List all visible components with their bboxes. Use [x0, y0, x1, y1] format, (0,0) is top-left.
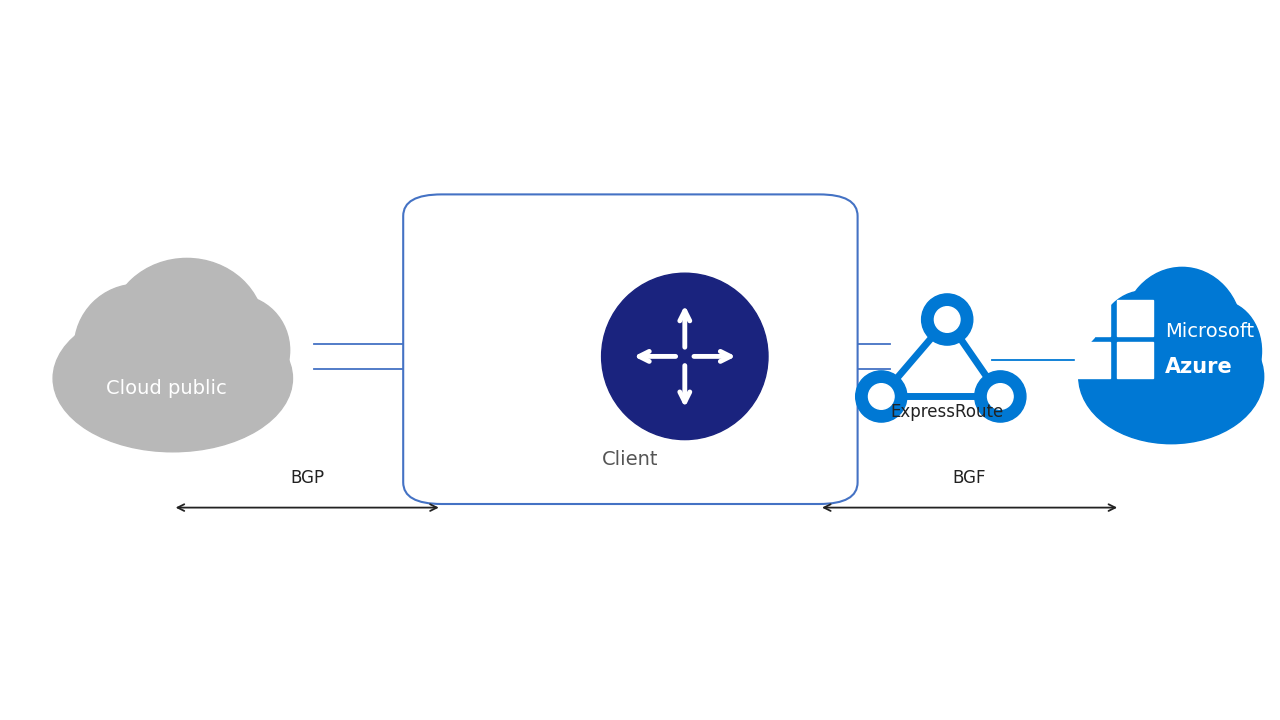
Text: BGP: BGP [291, 469, 324, 487]
Text: Azure: Azure [1165, 357, 1233, 377]
Ellipse shape [922, 294, 973, 345]
Ellipse shape [1179, 301, 1262, 401]
Ellipse shape [975, 371, 1025, 422]
Ellipse shape [1079, 310, 1263, 444]
Ellipse shape [74, 284, 201, 411]
FancyBboxPatch shape [403, 194, 858, 504]
Bar [1075, 300, 1111, 336]
Ellipse shape [602, 273, 768, 440]
Ellipse shape [110, 258, 265, 400]
Text: Client: Client [602, 450, 659, 469]
Ellipse shape [1123, 267, 1242, 397]
Bar [1075, 342, 1111, 378]
Ellipse shape [855, 371, 908, 422]
Ellipse shape [1096, 291, 1193, 407]
Ellipse shape [988, 384, 1014, 409]
Bar [1117, 342, 1153, 378]
Ellipse shape [934, 307, 960, 333]
Ellipse shape [54, 305, 293, 452]
Ellipse shape [67, 299, 265, 433]
Text: BGF: BGF [952, 469, 987, 487]
Bar [1117, 300, 1153, 336]
Text: Microsoft: Microsoft [1165, 322, 1254, 341]
Ellipse shape [183, 295, 289, 405]
Ellipse shape [1089, 304, 1242, 427]
Ellipse shape [869, 384, 893, 409]
Text: Cloud public: Cloud public [106, 379, 227, 398]
Text: ExpressRoute: ExpressRoute [891, 403, 1004, 421]
